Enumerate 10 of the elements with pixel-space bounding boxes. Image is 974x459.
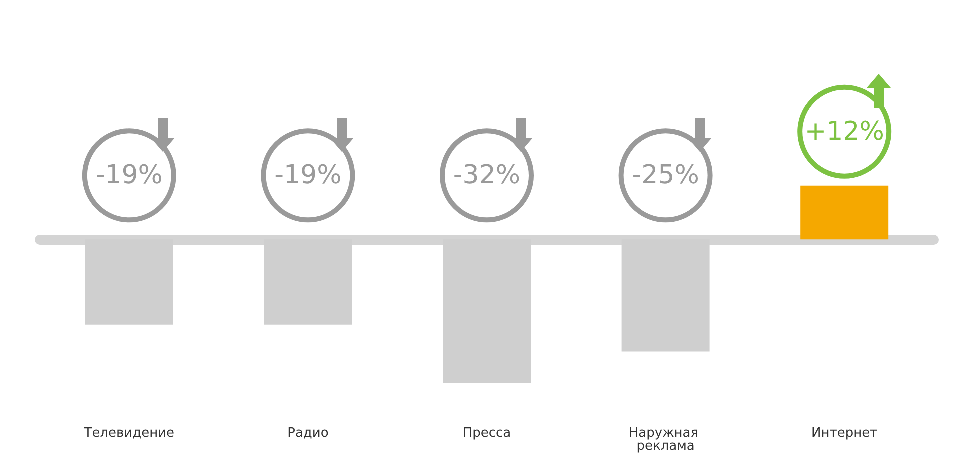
data-label: -25% bbox=[632, 160, 700, 191]
x-tick-label: Радио bbox=[288, 426, 329, 441]
x-tick-label: Наружная реклама bbox=[628, 426, 703, 454]
x-tick-label: Интернет bbox=[812, 426, 878, 441]
data-label: -32% bbox=[453, 160, 521, 191]
data-label: +12% bbox=[804, 116, 884, 147]
data-label: -19% bbox=[96, 160, 163, 191]
x-tick-label: Пресса bbox=[462, 426, 512, 441]
x-tick-label: Телевидение bbox=[83, 426, 175, 441]
data-label: -19% bbox=[274, 160, 342, 191]
